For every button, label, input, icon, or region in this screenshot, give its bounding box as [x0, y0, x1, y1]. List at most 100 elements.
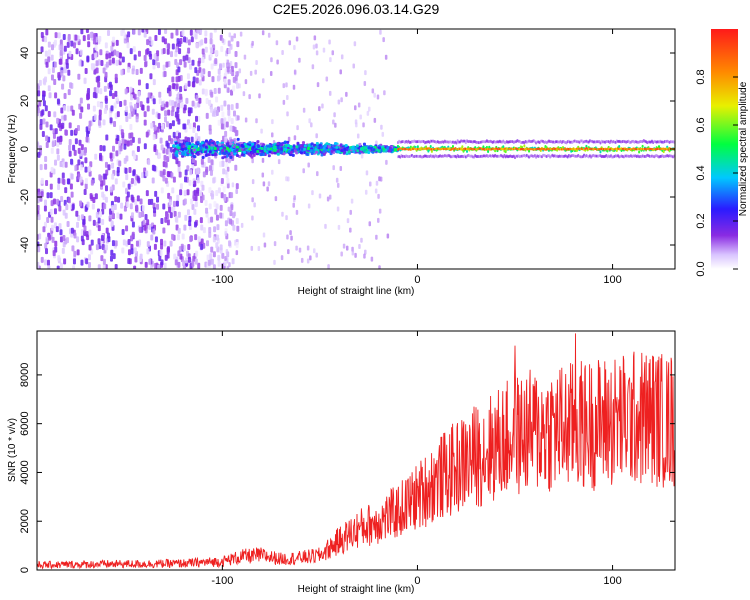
heatmap-cell — [230, 35, 234, 42]
heatmap-cell — [83, 225, 87, 232]
heatmap-cell — [85, 230, 89, 237]
heatmap-cell — [227, 87, 230, 93]
heatmap-cell — [111, 205, 115, 212]
heatmap-cell — [263, 148, 267, 152]
heatmap-cell — [191, 100, 195, 107]
heatmap-cell — [87, 34, 91, 41]
heatmap-cell — [282, 152, 286, 156]
heatmap-cell — [74, 127, 78, 134]
heatmap-cell — [187, 39, 191, 46]
heatmap-cell — [160, 238, 164, 245]
heatmap-cell — [321, 103, 324, 109]
heatmap-cell — [44, 163, 48, 170]
heatmap-cell — [360, 153, 364, 159]
heatmap-cell — [116, 166, 120, 173]
heatmap-cell — [174, 153, 178, 157]
heatmap-cell — [61, 247, 65, 254]
heatmap-cell — [209, 32, 213, 39]
heatmap-cell — [225, 248, 229, 254]
heatmap-cell — [159, 137, 163, 144]
heatmap-cell — [158, 98, 162, 105]
heatmap-cell — [234, 62, 238, 69]
heatmap-cell — [177, 66, 181, 73]
heatmap-cell — [222, 186, 226, 193]
heatmap-cell — [205, 166, 209, 173]
heatmap-cell — [104, 173, 108, 180]
heatmap-cell — [180, 243, 184, 250]
heatmap-cell — [315, 43, 318, 49]
heatmap-cell — [97, 264, 101, 269]
heatmap-cell — [92, 91, 96, 98]
heatmap-cell — [79, 97, 83, 104]
heatmap-cell — [267, 32, 271, 38]
heatmap-cell — [68, 144, 72, 151]
heatmap-cell — [193, 102, 197, 109]
heatmap-cell — [194, 234, 198, 241]
heatmap-cell — [196, 152, 200, 156]
heatmap-cell — [104, 161, 108, 168]
heatmap-cell — [120, 202, 124, 209]
heatmap-cell — [45, 179, 49, 186]
heatmap-cell — [111, 240, 115, 247]
heatmap-cell — [261, 30, 265, 36]
heatmap-cell — [253, 202, 256, 208]
heatmap-cell — [59, 49, 63, 56]
heatmap-cell — [158, 152, 162, 159]
heatmap-cell — [37, 151, 41, 158]
snr-x-axis-label: Height of straight line (km) — [298, 584, 415, 595]
heatmap-cell — [466, 149, 469, 153]
colorbar-tick-label: 0.2 — [695, 213, 707, 228]
heatmap-cell — [56, 98, 60, 105]
heatmap-cell — [130, 177, 134, 184]
heatmap-cell — [130, 248, 134, 255]
heatmap-cell — [355, 122, 358, 128]
heatmap-cell — [47, 49, 51, 56]
heatmap-cell — [37, 90, 41, 97]
heatmap-cell — [189, 169, 193, 176]
heatmap-cell — [187, 57, 191, 64]
heatmap-cell — [169, 123, 173, 130]
heatmap-cell — [161, 123, 165, 130]
heatmap-cell — [72, 265, 76, 269]
heatmap-cell — [63, 67, 67, 74]
heatmap-cell — [196, 177, 200, 184]
heatmap-cell — [98, 35, 102, 42]
heatmap-cell — [163, 240, 167, 247]
heatmap-cell — [85, 258, 89, 265]
heatmap-cell — [129, 203, 133, 210]
heatmap-cell — [357, 102, 361, 108]
heatmap-cell — [188, 220, 192, 227]
heatmap-cell — [235, 188, 239, 194]
heatmap-cell — [146, 105, 150, 112]
heatmap-cell — [108, 112, 112, 119]
heatmap-cell — [219, 244, 223, 251]
heatmap-cell — [313, 248, 316, 254]
heatmap-cell — [143, 143, 147, 150]
heatmap-cell — [169, 240, 173, 247]
y-tick-label: 8000 — [19, 363, 31, 387]
heatmap-cell — [152, 228, 156, 235]
heatmap-cell — [106, 232, 110, 239]
heatmap-cell — [48, 234, 52, 241]
heatmap-cell — [153, 207, 157, 214]
heatmap-cell — [311, 190, 314, 196]
heatmap-cell — [121, 247, 125, 254]
heatmap-cell — [228, 240, 232, 247]
y-tick-label: -40 — [19, 237, 31, 253]
heatmap-cell — [186, 189, 190, 196]
heatmap-cell — [84, 166, 88, 173]
heatmap-cell — [250, 151, 254, 155]
heatmap-cell — [214, 155, 218, 159]
heatmap-cell — [378, 265, 381, 269]
heatmap-cell — [141, 211, 145, 218]
heatmap-cell — [146, 219, 150, 226]
heatmap-cell — [82, 35, 86, 42]
heatmap-cell — [221, 148, 225, 152]
heatmap-cell — [87, 254, 91, 261]
heatmap-cell — [144, 61, 148, 68]
heatmap-cell — [61, 122, 65, 129]
heatmap-cell — [151, 108, 155, 115]
heatmap-cell — [342, 243, 346, 249]
heatmap-cell — [215, 242, 219, 249]
